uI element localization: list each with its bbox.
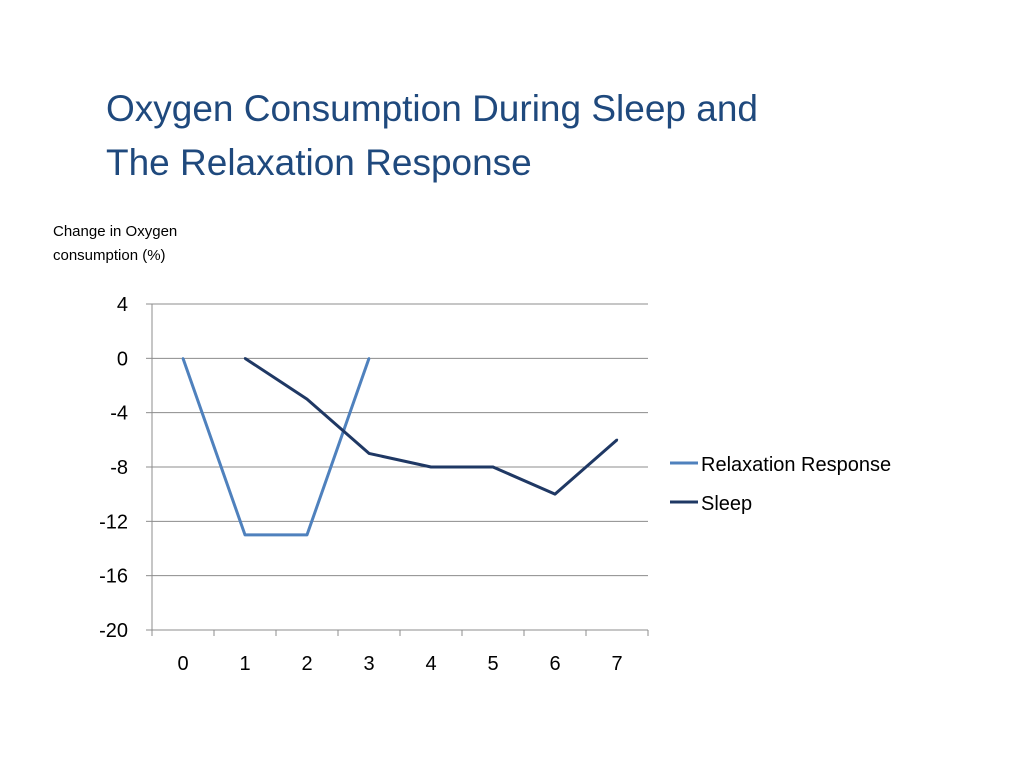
y-axis-title-line-2: consumption (%) bbox=[53, 247, 166, 264]
data-point bbox=[367, 452, 371, 455]
x-tick-label: 1 bbox=[239, 653, 250, 675]
slide-title-line-1: Oxygen Consumption During Sleep and bbox=[106, 88, 758, 129]
legend-label: Sleep bbox=[701, 493, 752, 515]
legend-label: Relaxation Response bbox=[701, 454, 891, 476]
x-tick-label: 2 bbox=[301, 653, 312, 675]
series-line-sleep bbox=[244, 357, 618, 496]
data-point bbox=[305, 533, 309, 537]
y-axis-title-line-1: Change in Oxygen bbox=[53, 223, 178, 240]
x-tick-label: 0 bbox=[177, 653, 188, 675]
x-tick-label: 3 bbox=[363, 653, 374, 675]
x-tick-label: 4 bbox=[425, 653, 436, 675]
data-point bbox=[243, 533, 247, 537]
x-tick-label: 6 bbox=[549, 653, 560, 675]
y-tick-label: -20 bbox=[99, 620, 128, 642]
data-point bbox=[553, 492, 557, 496]
y-tick-label: -8 bbox=[110, 457, 128, 479]
series-line-relaxation-response bbox=[181, 357, 371, 537]
x-tick-label: 5 bbox=[487, 653, 498, 675]
y-tick-label: -12 bbox=[99, 511, 128, 533]
slide-title-line-2: The Relaxation Response bbox=[106, 142, 532, 183]
data-point bbox=[367, 357, 371, 360]
slide-title: Oxygen Consumption During Sleep and The … bbox=[106, 82, 906, 190]
data-point bbox=[615, 438, 619, 442]
data-point bbox=[429, 465, 433, 469]
y-tick-label: -4 bbox=[110, 403, 128, 425]
data-point bbox=[305, 397, 309, 401]
x-tick-label: 7 bbox=[611, 653, 622, 675]
y-tick-label: 4 bbox=[117, 294, 128, 316]
data-point bbox=[491, 465, 495, 469]
y-axis-title: Change in Oxygen consumption (%) bbox=[53, 220, 177, 268]
y-tick-label: -16 bbox=[99, 566, 128, 588]
y-tick-label: 0 bbox=[117, 348, 128, 370]
data-point bbox=[181, 357, 185, 360]
data-point bbox=[243, 357, 247, 360]
